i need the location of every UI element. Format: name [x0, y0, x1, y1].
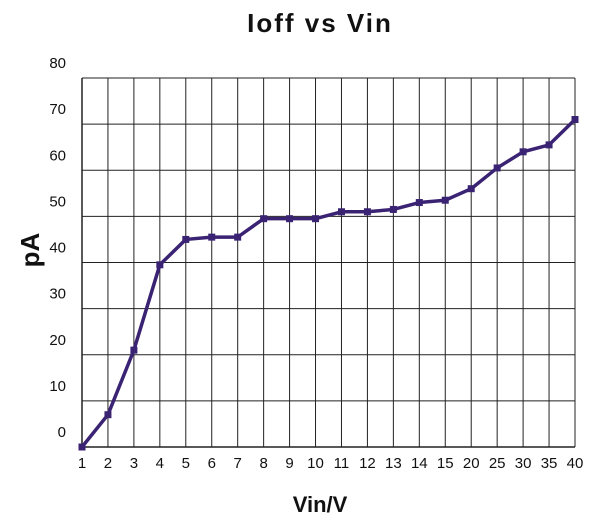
x-tick-label: 25 — [489, 455, 506, 472]
marker — [286, 215, 294, 223]
x-tick-label: 9 — [285, 455, 293, 472]
chart-title: Ioff vs Vin — [247, 8, 393, 38]
y-tick-label: 50 — [49, 193, 66, 210]
marker — [156, 261, 164, 269]
x-tick-label: 30 — [515, 455, 532, 472]
marker — [182, 235, 190, 243]
marker — [208, 233, 216, 241]
marker — [493, 164, 501, 172]
x-tick-label: 40 — [567, 455, 584, 472]
x-axis-label: Vin/V — [293, 492, 348, 517]
y-tick-label: 80 — [49, 55, 66, 72]
x-tick-label: 4 — [156, 455, 164, 472]
marker — [571, 116, 579, 124]
marker — [519, 148, 527, 156]
x-tick-label: 13 — [385, 455, 402, 472]
marker — [363, 208, 371, 216]
x-tick-label: 1 — [78, 455, 86, 472]
marker — [415, 199, 423, 207]
x-tick-label: 2 — [104, 455, 112, 472]
y-axis-label: pA — [15, 232, 45, 267]
y-tick-label: 20 — [49, 332, 66, 349]
y-tick-label: 60 — [49, 147, 66, 164]
marker — [104, 411, 112, 419]
marker — [389, 205, 397, 213]
x-tick-label: 10 — [307, 455, 324, 472]
marker — [312, 215, 320, 223]
marker — [130, 346, 138, 354]
y-tick-label: 0 — [58, 424, 66, 441]
x-tick-label: 15 — [437, 455, 454, 472]
marker — [467, 185, 475, 193]
y-tick-label: 70 — [49, 101, 66, 118]
y-tick-label: 10 — [49, 378, 66, 395]
y-tick-label: 40 — [49, 240, 66, 257]
x-tick-label: 3 — [130, 455, 138, 472]
x-tick-label: 14 — [411, 455, 428, 472]
y-tick-label: 30 — [49, 286, 66, 303]
x-tick-label: 5 — [182, 455, 190, 472]
marker — [337, 208, 345, 216]
x-tick-label: 6 — [208, 455, 216, 472]
marker — [545, 141, 553, 149]
marker — [78, 443, 86, 451]
marker — [234, 233, 242, 241]
marker — [441, 196, 449, 204]
x-tick-label: 8 — [259, 455, 267, 472]
x-tick-label: 12 — [359, 455, 376, 472]
x-tick-label: 7 — [234, 455, 242, 472]
x-tick-label: 11 — [334, 455, 350, 472]
marker — [260, 215, 268, 223]
x-tick-label: 35 — [541, 455, 558, 472]
x-tick-label: 20 — [463, 455, 480, 472]
line — [80, 118, 577, 449]
